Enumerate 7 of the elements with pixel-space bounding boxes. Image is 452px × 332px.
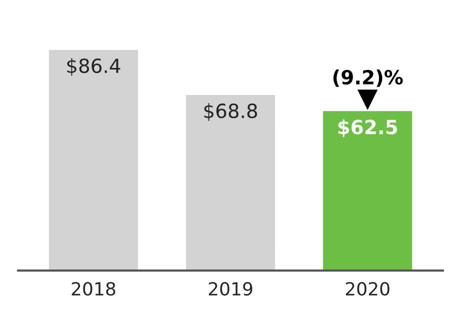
data-label: $62.5 [338, 119, 397, 137]
data-label: $68.8 [204, 103, 258, 121]
x-tick-label: 2020 [346, 282, 390, 296]
x-tick-label: 2019 [208, 282, 252, 296]
data-label: $86.4 [67, 58, 120, 76]
annotation: (9.2)% [333, 70, 403, 87]
x-tick-label: 2018 [72, 282, 116, 296]
